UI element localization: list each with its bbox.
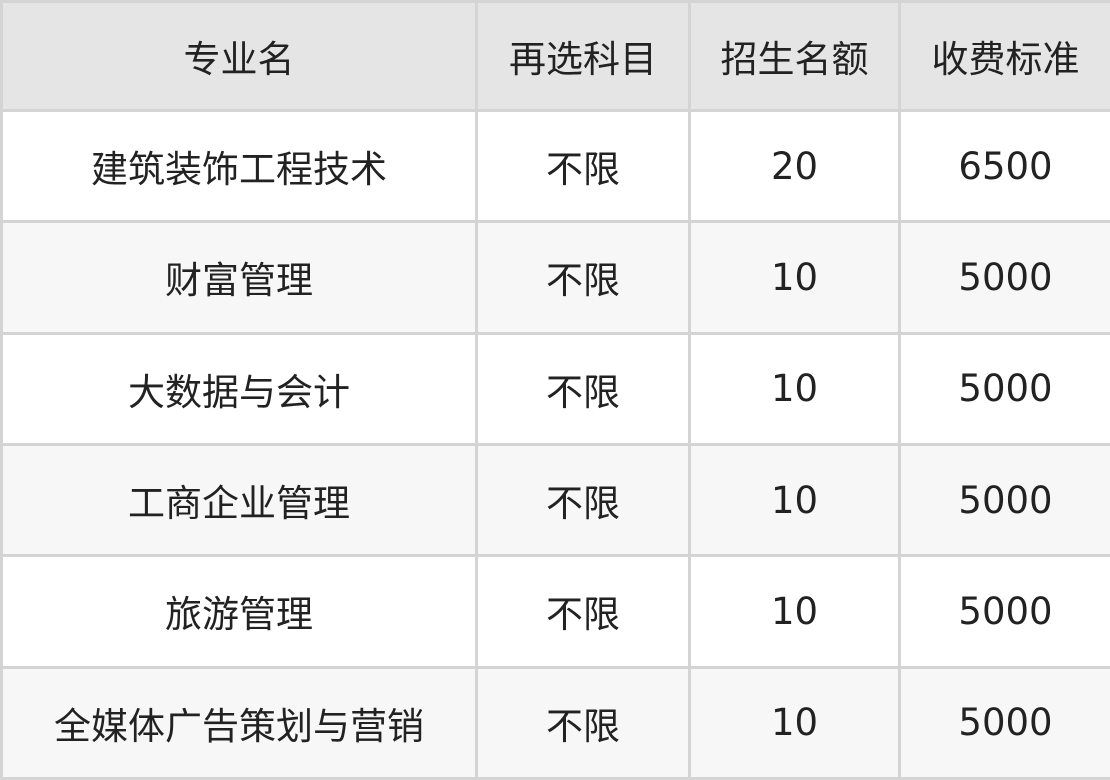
cell-tuition-fee: 5000 (898, 220, 1110, 335)
cell-major-name: 全媒体广告策划与营销 (0, 665, 478, 780)
table-row: 全媒体广告策划与营销 不限 10 5000 (0, 665, 1110, 780)
cell-tuition-fee: 6500 (898, 108, 1110, 224)
header-tuition-fee: 收费标准 (898, 0, 1110, 112)
cell-tuition-fee: 5000 (898, 554, 1110, 669)
cell-enrollment-quota: 10 (688, 220, 901, 335)
cell-tuition-fee: 5000 (898, 442, 1110, 558)
cell-tuition-fee: 5000 (898, 665, 1110, 780)
cell-major-name: 财富管理 (0, 220, 478, 335)
cell-enrollment-quota: 10 (688, 554, 901, 669)
cell-enrollment-quota: 10 (688, 665, 901, 780)
header-elective-subject: 再选科目 (475, 0, 691, 112)
cell-elective-subject: 不限 (475, 331, 691, 446)
cell-elective-subject: 不限 (475, 108, 691, 224)
cell-enrollment-quota: 10 (688, 442, 901, 558)
cell-major-name: 工商企业管理 (0, 442, 478, 558)
table-row: 大数据与会计 不限 10 5000 (0, 331, 1110, 446)
header-major-name: 专业名 (0, 0, 478, 112)
header-enrollment-quota: 招生名额 (688, 0, 901, 112)
table-row: 建筑装饰工程技术 不限 20 6500 (0, 108, 1110, 224)
table-row: 财富管理 不限 10 5000 (0, 220, 1110, 335)
cell-elective-subject: 不限 (475, 220, 691, 335)
cell-enrollment-quota: 20 (688, 108, 901, 224)
cell-major-name: 建筑装饰工程技术 (0, 108, 478, 224)
table-row: 旅游管理 不限 10 5000 (0, 554, 1110, 669)
cell-elective-subject: 不限 (475, 442, 691, 558)
cell-elective-subject: 不限 (475, 665, 691, 780)
cell-tuition-fee: 5000 (898, 331, 1110, 446)
cell-elective-subject: 不限 (475, 554, 691, 669)
header-row: 专业名 再选科目 招生名额 收费标准 (0, 0, 1110, 112)
table-row: 工商企业管理 不限 10 5000 (0, 442, 1110, 558)
cell-major-name: 旅游管理 (0, 554, 478, 669)
cell-major-name: 大数据与会计 (0, 331, 478, 446)
cell-enrollment-quota: 10 (688, 331, 901, 446)
